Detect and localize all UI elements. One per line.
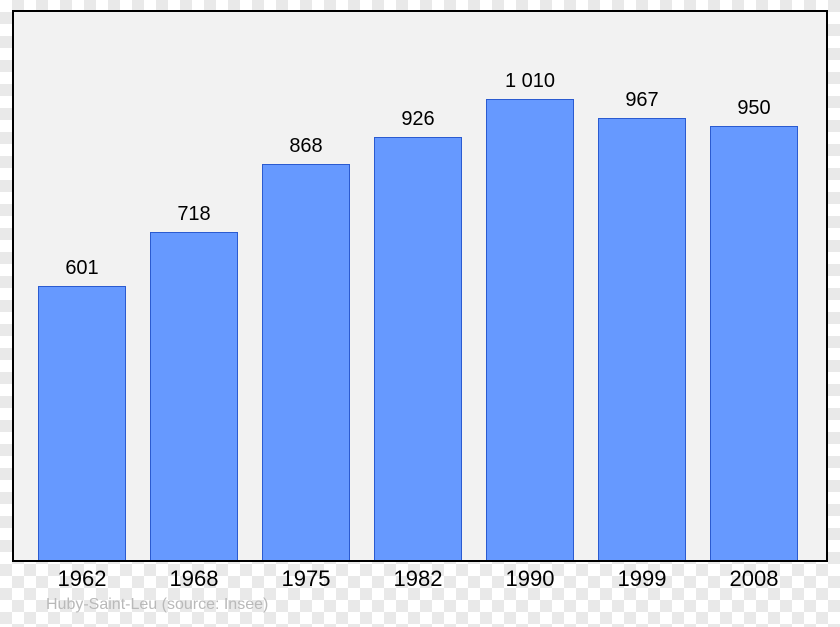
bar bbox=[374, 137, 462, 560]
bar bbox=[262, 164, 350, 560]
bar bbox=[710, 126, 798, 560]
plot-area: 601 718 8689261 010967950 bbox=[12, 10, 828, 562]
x-axis-label: 1968 bbox=[138, 566, 250, 592]
bar bbox=[150, 232, 238, 560]
bar-value-label: 926 bbox=[362, 108, 474, 131]
x-axis-label: 1962 bbox=[26, 566, 138, 592]
bar bbox=[598, 118, 686, 560]
x-axis-label: 2008 bbox=[698, 566, 810, 592]
footer-caption: Huby-Saint-Leu (source: Insee) bbox=[46, 596, 268, 614]
x-axis-label: 1999 bbox=[586, 566, 698, 592]
x-axis-label: 1990 bbox=[474, 566, 586, 592]
x-axis-label: 1982 bbox=[362, 566, 474, 592]
chart-canvas: 601 718 8689261 010967950 1962196819751982… bbox=[0, 0, 840, 627]
bar-value-label: 718 bbox=[138, 203, 250, 226]
x-axis-label: 1975 bbox=[250, 566, 362, 592]
bar-value-label: 967 bbox=[586, 89, 698, 112]
bar bbox=[486, 99, 574, 560]
bar-value-label: 601 bbox=[26, 257, 138, 280]
bar-value-label: 868 bbox=[250, 135, 362, 158]
bar-value-label: 950 bbox=[698, 97, 810, 120]
bar-value-label: 1 010 bbox=[474, 70, 586, 93]
bar bbox=[38, 286, 126, 560]
